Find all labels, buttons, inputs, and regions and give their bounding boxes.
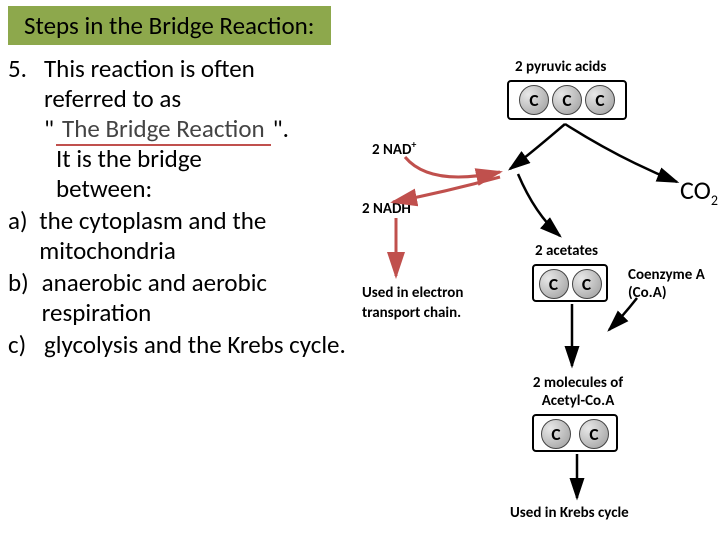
blank-text: The Bridge Reaction [62, 113, 265, 144]
etc-label: Used in electron transport chain. [362, 284, 463, 323]
arrow-nadh-down [386, 218, 406, 284]
pyruvic-label: 2 pyruvic acids [515, 58, 606, 76]
acetyl-1: 2 molecules of [518, 374, 638, 392]
acetates-box: CC [532, 264, 608, 302]
marker-a: a) [8, 206, 39, 266]
point-5-line1: 5. This reaction is often [8, 54, 360, 84]
bridge-1: It is the bridge [8, 144, 360, 174]
bridge-2: between: [8, 174, 360, 204]
marker-5: 5. [8, 54, 44, 84]
carbon-atom: C [572, 269, 602, 299]
carbon-atom: C [585, 85, 615, 115]
cc-row-1: CC [534, 269, 606, 299]
marker-c: c) [8, 330, 44, 360]
krebs-label: Used in Krebs cycle [510, 504, 629, 522]
quote-open: " [44, 113, 54, 144]
line1: This reaction is often [44, 54, 255, 84]
item-a: a) the cytoplasm and the mitochondria [8, 206, 360, 266]
acetyl-box: CC [532, 414, 618, 452]
carbon-atom: C [541, 419, 571, 449]
etc-2: transport chain. [362, 304, 463, 324]
arrow-to-acetates [510, 164, 590, 244]
item-b-text: anaerobic and aerobic respiration [42, 268, 360, 328]
item-c: c) glycolysis and the Krebs cycle. [8, 330, 360, 360]
item-a-text: the cytoplasm and the mitochondria [39, 206, 360, 266]
item-c-text: glycolysis and the Krebs cycle. [44, 330, 346, 360]
title-text: Steps in the Bridge Reaction: [24, 10, 315, 41]
line2: referred to as [8, 84, 360, 114]
acetates-label: 2 acetates [535, 242, 598, 260]
blank-fill: The Bridge Reaction [56, 113, 271, 146]
item-b: b) anaerobic and aerobic respiration [8, 268, 360, 328]
marker-b: b) [8, 268, 42, 328]
etc-1: Used in electron [362, 284, 463, 304]
arrow-acetyl-down [565, 454, 595, 506]
title-bar: Steps in the Bridge Reaction: [8, 6, 331, 45]
carbon-atom: C [552, 85, 582, 115]
quote-close: ". [273, 113, 289, 144]
arrow-acetates-down [560, 304, 590, 374]
acetyl-2: Acetyl-Co.A [518, 392, 638, 410]
text-column: 5. This reaction is often referred to as… [8, 54, 360, 360]
coA-1: Coenzyme A [628, 266, 705, 284]
blank-line: " The Bridge Reaction ". [8, 114, 360, 144]
acetyl-label: 2 molecules of Acetyl-Co.A [518, 374, 638, 410]
diagram: 2 pyruvic acids CCC 2 NAD+ 2 NADH Used i… [360, 54, 720, 544]
cc-row-2: CC [534, 419, 616, 449]
pyruvic-box: CCC [507, 80, 627, 120]
ccc-row: CCC [509, 85, 625, 115]
carbon-atom: C [539, 269, 569, 299]
carbon-atom: C [519, 85, 549, 115]
arrow-coA-in [605, 286, 665, 336]
carbon-atom: C [579, 419, 609, 449]
